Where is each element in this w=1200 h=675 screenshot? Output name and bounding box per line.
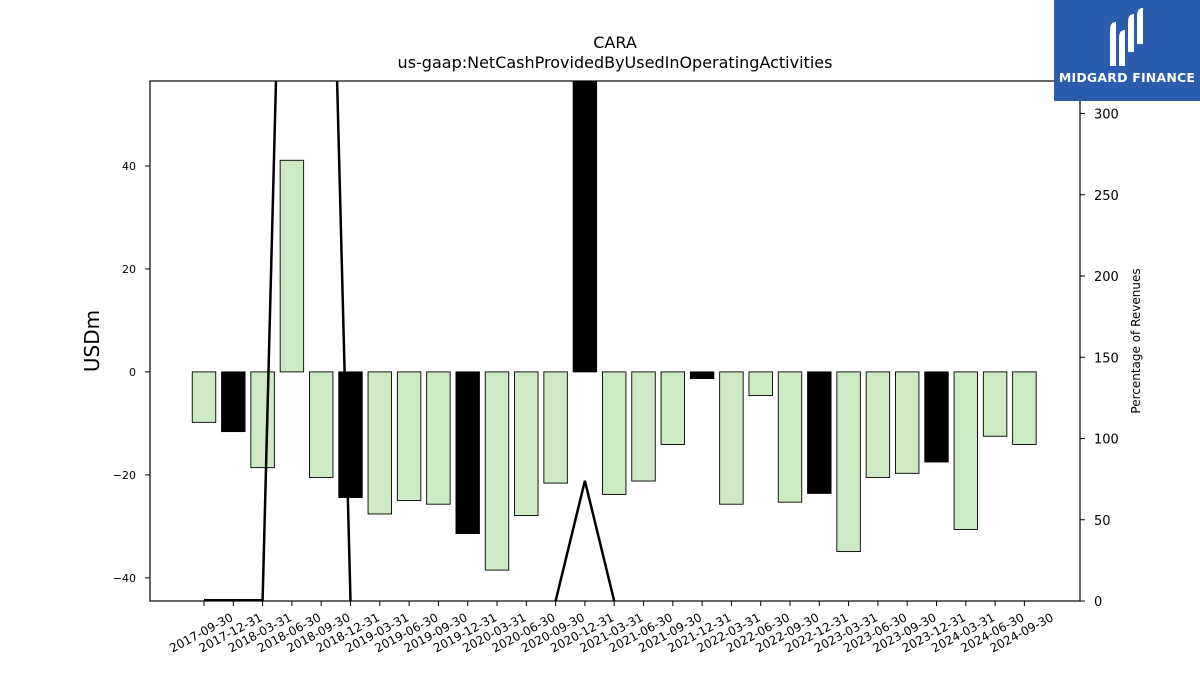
pct-revenue-line-segment-1: [554, 480, 616, 601]
bar-2019-12-31: [455, 371, 480, 535]
bar-2022-06-30: [748, 371, 773, 397]
logo-mark-icon: [1110, 8, 1143, 66]
x-axis: 2017-09-302017-12-312018-03-312018-06-30…: [167, 601, 1056, 655]
y2-tick-label: 300: [1094, 108, 1119, 123]
pct-revenue-line-segment-0: [204, 81, 352, 601]
bar-2020-03-31: [484, 371, 510, 571]
chart-title: CARA: [593, 33, 637, 52]
bar-2019-06-30: [396, 371, 422, 502]
bar-2018-03-31: [250, 371, 275, 469]
chart-subtitle: us-gaap:NetCashProvidedByUsedInOperating…: [398, 53, 833, 72]
y2-tick-label: 150: [1094, 351, 1119, 366]
bar-2022-03-31: [719, 371, 744, 505]
bar-2022-12-31: [807, 371, 832, 494]
line-group: [204, 81, 616, 601]
y2-tick-label: 50: [1094, 514, 1111, 529]
y2-tick-label: 200: [1094, 270, 1119, 285]
bar-2020-09-30: [543, 371, 568, 484]
bar-2021-03-31: [602, 371, 627, 495]
bar-2021-12-31: [689, 371, 715, 380]
bar-2018-06-30: [279, 159, 305, 373]
logo: MIDGARD FINANCE: [1054, 0, 1200, 101]
y2-tick-label: 250: [1094, 189, 1119, 204]
bar-2020-06-30: [514, 371, 539, 516]
logo-text: MIDGARD FINANCE: [1058, 70, 1196, 85]
bar-2024-09-30: [1012, 371, 1037, 445]
y2-axis-label: Percentage of Revenues: [1129, 268, 1143, 413]
bars-group: [191, 81, 1037, 571]
y2-tick-label: 0: [1094, 595, 1102, 610]
bar-2018-09-30: [309, 371, 334, 478]
bar-2023-09-30: [895, 371, 920, 474]
bar-2021-06-30: [631, 371, 656, 482]
y-tick-label: 20: [122, 263, 136, 276]
bar-2019-09-30: [426, 371, 451, 505]
bar-2018-12-31: [338, 371, 363, 498]
bar-2024-06-30: [982, 371, 1008, 437]
right-axis: 0 50 100 150 200 250 300: [1080, 108, 1119, 610]
y-tick-label: 40: [122, 160, 136, 173]
bar-2020-12-31: [572, 81, 598, 373]
bar-2017-09-30: [191, 371, 217, 423]
bar-2022-09-30: [777, 371, 803, 503]
y-tick-label: 0: [129, 366, 136, 379]
y-axis-label: USDm: [80, 310, 104, 372]
bar-2024-03-31: [953, 371, 978, 530]
bar-2017-12-31: [221, 371, 246, 433]
y2-tick-label: 100: [1094, 433, 1119, 448]
y-tick-label: −40: [113, 572, 136, 585]
bar-2023-06-30: [865, 371, 891, 478]
y-tick-label: −20: [113, 469, 136, 482]
bar-2019-03-31: [367, 371, 392, 515]
bar-2023-12-31: [924, 371, 949, 463]
bar-2021-09-30: [660, 371, 685, 445]
left-axis: −40 −20 0 20 40: [113, 160, 150, 585]
plot-frame: [149, 80, 1081, 602]
bar-2023-03-31: [836, 371, 861, 553]
